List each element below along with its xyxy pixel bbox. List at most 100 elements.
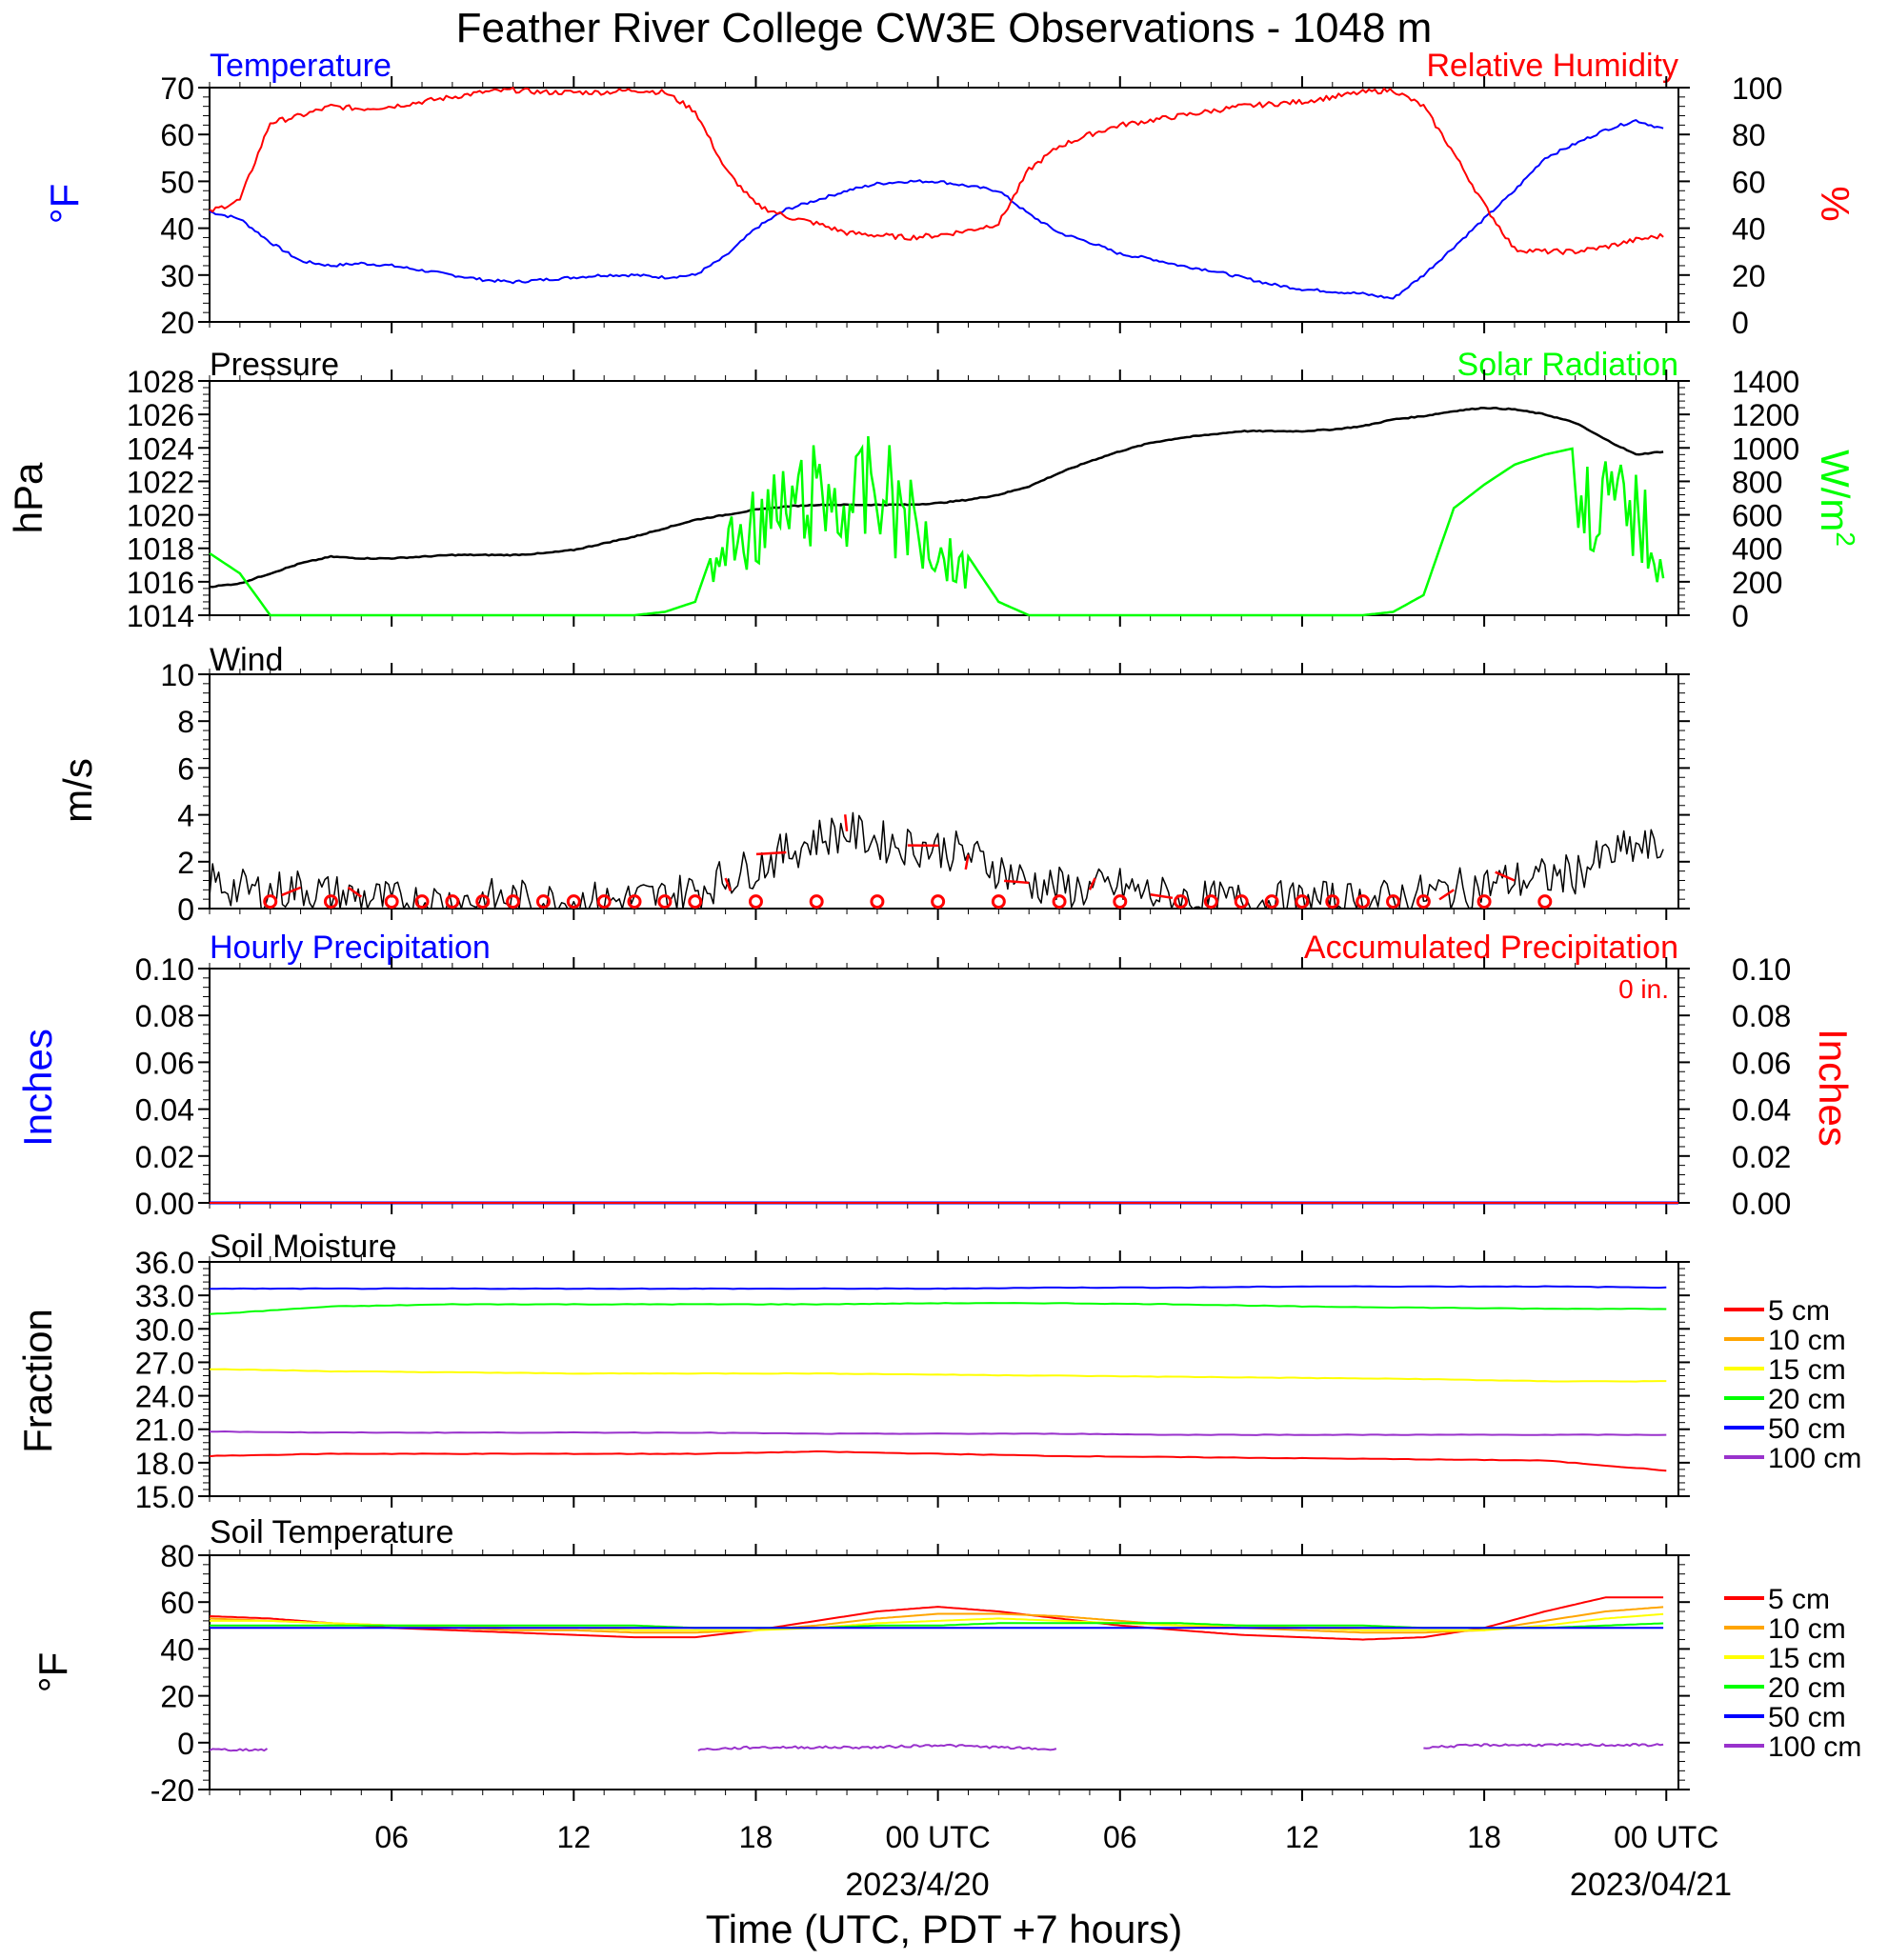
y-tick-label-right: 60 xyxy=(1732,165,1766,199)
y-tick-label-right: 0.10 xyxy=(1732,952,1791,987)
y-tick-label-left: 15.0 xyxy=(135,1480,194,1514)
wind-calm-circle xyxy=(931,894,946,910)
wind-calm-circle xyxy=(445,894,460,910)
panel-title-accumulated-precipitation: Accumulated Precipitation xyxy=(1304,930,1678,966)
y-tick-label-left: 20 xyxy=(160,306,194,340)
y-tick-label-left: 20 xyxy=(160,1680,194,1714)
y-tick-label-left: 8 xyxy=(177,705,194,739)
wind-barb xyxy=(755,850,787,856)
y-tick-label-right: 0.08 xyxy=(1732,999,1791,1033)
series-line-soil-moisture-50cm xyxy=(209,1285,1667,1290)
wind-calm-circle xyxy=(657,894,673,910)
y-axis-label-accum-precip: Inches xyxy=(1811,1029,1856,1147)
figure-title: Feather River College CW3E Observations … xyxy=(456,5,1433,51)
y-tick-label-left: 40 xyxy=(160,212,194,247)
y-axis-label-pressure: hPa xyxy=(6,462,50,533)
legend-label: 15 cm xyxy=(1768,1643,1846,1674)
y-tick-label-left: 30 xyxy=(160,259,194,293)
y-tick-label-left: 0.06 xyxy=(135,1046,194,1080)
y-tick-label-left: 18.0 xyxy=(135,1447,194,1481)
y-tick-label-right: 1400 xyxy=(1732,365,1799,399)
wind-barb xyxy=(964,854,970,870)
legend-label: 20 cm xyxy=(1768,1384,1846,1415)
wind-calm-circle xyxy=(596,894,612,910)
y-tick-label-left: 1024 xyxy=(127,431,194,466)
wind-calm-circle xyxy=(1325,894,1340,910)
wind-calm-circle xyxy=(566,894,581,910)
y-tick-label-left: 1020 xyxy=(127,499,194,533)
wind-calm-circle xyxy=(506,894,521,910)
y-tick-label-left: 0.04 xyxy=(135,1093,194,1128)
y-tick-label-right: 1200 xyxy=(1732,398,1799,432)
wind-calm-circle xyxy=(475,894,491,910)
y-tick-label-right: 600 xyxy=(1732,499,1782,533)
y-tick-label-left: 0.08 xyxy=(135,999,194,1033)
wind-calm-circle xyxy=(627,894,642,910)
legend-label: 15 cm xyxy=(1768,1354,1846,1386)
x-tick-label: 12 xyxy=(557,1820,592,1854)
legend-label: 100 cm xyxy=(1768,1443,1861,1474)
wind-calm-circle xyxy=(1295,894,1310,910)
chart-marks: 2030405060700204060801001014101610181020… xyxy=(127,71,1862,1854)
legend-label: 5 cm xyxy=(1768,1584,1830,1615)
legend-label: 20 cm xyxy=(1768,1672,1846,1704)
date-label-2: 2023/04/21 xyxy=(1570,1867,1732,1903)
y-tick-label-right: 0.02 xyxy=(1732,1140,1791,1174)
wind-barb xyxy=(281,886,302,897)
y-tick-label-left: 0.02 xyxy=(135,1140,194,1174)
series-line-solar-radiation xyxy=(209,436,1665,617)
wind-calm-circle xyxy=(1174,894,1189,910)
plot-frame-soil_temp xyxy=(209,1554,1679,1790)
y-tick-label-left: 40 xyxy=(160,1632,194,1667)
panel-wind: Wind m/s xyxy=(55,642,283,823)
wind-calm-circle xyxy=(1052,894,1067,910)
series-line-soil-temperature-5cm xyxy=(209,1596,1664,1641)
solar-unit-base: W/m xyxy=(1813,450,1858,531)
panel-precipitation: Hourly Precipitation Accumulated Precipi… xyxy=(15,930,1856,1147)
wind-calm-circle xyxy=(263,894,278,910)
wind-calm-circle xyxy=(1203,894,1218,910)
wind-calm-circle xyxy=(1386,894,1401,910)
x-tick-label: 06 xyxy=(1103,1820,1137,1854)
y-tick-label-left: 0.00 xyxy=(135,1187,194,1221)
panel-title-relative-humidity: Relative Humidity xyxy=(1426,48,1678,84)
y-tick-label-left: 30.0 xyxy=(135,1312,194,1347)
y-tick-label-right: 1000 xyxy=(1732,431,1799,466)
y-tick-label-right: 100 xyxy=(1732,71,1782,106)
y-tick-label-left: 1028 xyxy=(127,365,194,399)
legend-label: 10 cm xyxy=(1768,1325,1846,1356)
y-tick-label-left: 0.10 xyxy=(135,952,194,987)
legend-label: 5 cm xyxy=(1768,1295,1830,1327)
x-tick-label: 18 xyxy=(739,1820,773,1854)
wind-barb xyxy=(1150,893,1174,900)
panel-temperature-humidity: Temperature Relative Humidity °F % xyxy=(42,48,1858,224)
y-tick-label-right: 80 xyxy=(1732,118,1766,152)
wind-calm-circle xyxy=(384,894,399,910)
y-tick-label-left: 1018 xyxy=(127,532,194,567)
series-line-soil-temperature-100cm xyxy=(209,1743,1664,1752)
y-tick-label-right: 400 xyxy=(1732,532,1782,567)
y-tick-label-left: 1026 xyxy=(127,398,194,432)
wind-barb xyxy=(724,877,732,891)
plot-frame-wind xyxy=(209,673,1679,910)
y-tick-label-right: 200 xyxy=(1732,566,1782,600)
series-line-soil-moisture-15cm xyxy=(209,1368,1667,1383)
wind-barb xyxy=(1495,870,1516,882)
wind-calm-circle xyxy=(414,894,430,910)
plot-frame-pressure_solar xyxy=(209,380,1679,616)
y-tick-label-right: 800 xyxy=(1732,465,1782,499)
date-label-1: 2023/4/20 xyxy=(845,1867,989,1903)
panel-soil-moisture: Soil Moisture Fraction xyxy=(15,1229,397,1453)
y-axis-label-hourly-precip: Inches xyxy=(15,1029,60,1147)
wind-calm-circle xyxy=(1234,894,1249,910)
y-tick-label-right: 0.04 xyxy=(1732,1093,1791,1128)
accumulated-precipitation-total: 0 in. xyxy=(1618,974,1669,1004)
y-tick-label-left: 60 xyxy=(160,1586,194,1620)
y-tick-label-left: 4 xyxy=(177,799,194,833)
legend-label: 50 cm xyxy=(1768,1413,1846,1445)
wind-calm-circle xyxy=(991,894,1006,910)
panel-title-pressure: Pressure xyxy=(210,347,339,383)
plot-frame-temp_rh xyxy=(209,87,1679,323)
wind-calm-circle xyxy=(748,894,763,910)
panel-soil-temperature: Soil Temperature °F xyxy=(30,1514,453,1692)
